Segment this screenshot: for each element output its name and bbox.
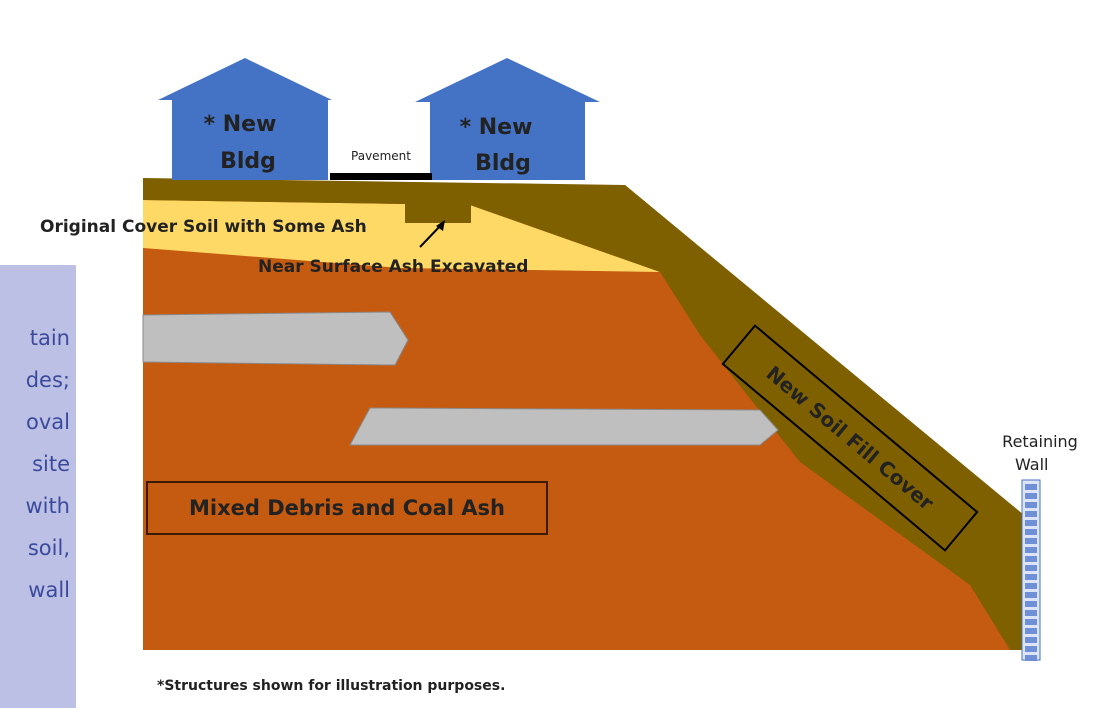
wall-block <box>1025 610 1037 616</box>
wall-block <box>1025 655 1037 661</box>
cover-soil-label: Original Cover Soil with Some Ash <box>40 217 367 237</box>
gray-lens <box>142 311 409 366</box>
debris-box <box>146 481 548 535</box>
footnote: *Structures shown for illustration purpo… <box>157 678 505 694</box>
fill-cover-frame <box>721 324 979 552</box>
side-text: tain des; oval site with soil, wall <box>25 326 70 602</box>
wall-blocks <box>1025 484 1037 661</box>
excavated-label: Near Surface Ash Excavated <box>258 257 528 277</box>
pavement <box>330 173 432 180</box>
wall-block <box>1025 502 1037 508</box>
side-line: site <box>32 452 70 476</box>
wall-block <box>1025 637 1037 643</box>
building-label: Bldg <box>220 149 276 174</box>
debris-label: Mixed Debris and Coal Ash <box>189 496 505 520</box>
building-label: Bldg <box>475 151 531 176</box>
wall-block <box>1025 520 1037 526</box>
wall-block <box>1025 601 1037 607</box>
excavation <box>405 195 471 223</box>
wall-block <box>1025 646 1037 652</box>
roof <box>158 58 332 100</box>
side-line: with <box>25 494 70 518</box>
wall-block <box>1025 529 1037 535</box>
wall-block <box>1025 556 1037 562</box>
side-line: tain <box>30 326 70 350</box>
wall-block <box>1025 628 1037 634</box>
side-line: wall <box>28 578 70 602</box>
side-line: des; <box>26 368 70 392</box>
side-line: soil, <box>28 536 70 560</box>
wall-block <box>1025 493 1037 499</box>
wall-label: Wall <box>1015 455 1049 474</box>
wall-block <box>1025 574 1037 580</box>
wall-block <box>1025 592 1037 598</box>
cover-soil <box>143 200 660 272</box>
wall-block <box>1025 619 1037 625</box>
wall-block <box>1025 484 1037 490</box>
fill-cover <box>143 178 1030 650</box>
wall-label: Retaining <box>1002 432 1078 451</box>
pavement-label: Pavement <box>351 149 411 163</box>
side-panel <box>0 265 76 708</box>
gray-lens <box>349 407 779 446</box>
roof <box>415 58 600 102</box>
building <box>172 100 328 180</box>
arrow <box>419 223 443 248</box>
wall-block <box>1025 583 1037 589</box>
building-label: * New <box>460 115 533 140</box>
arrow-head <box>436 220 445 231</box>
wall-block <box>1025 565 1037 571</box>
wall-block <box>1025 547 1037 553</box>
building-label: * New <box>204 112 277 137</box>
wall-block <box>1025 511 1037 517</box>
wall-block <box>1025 538 1037 544</box>
side-line: oval <box>26 410 70 434</box>
building <box>430 102 585 180</box>
